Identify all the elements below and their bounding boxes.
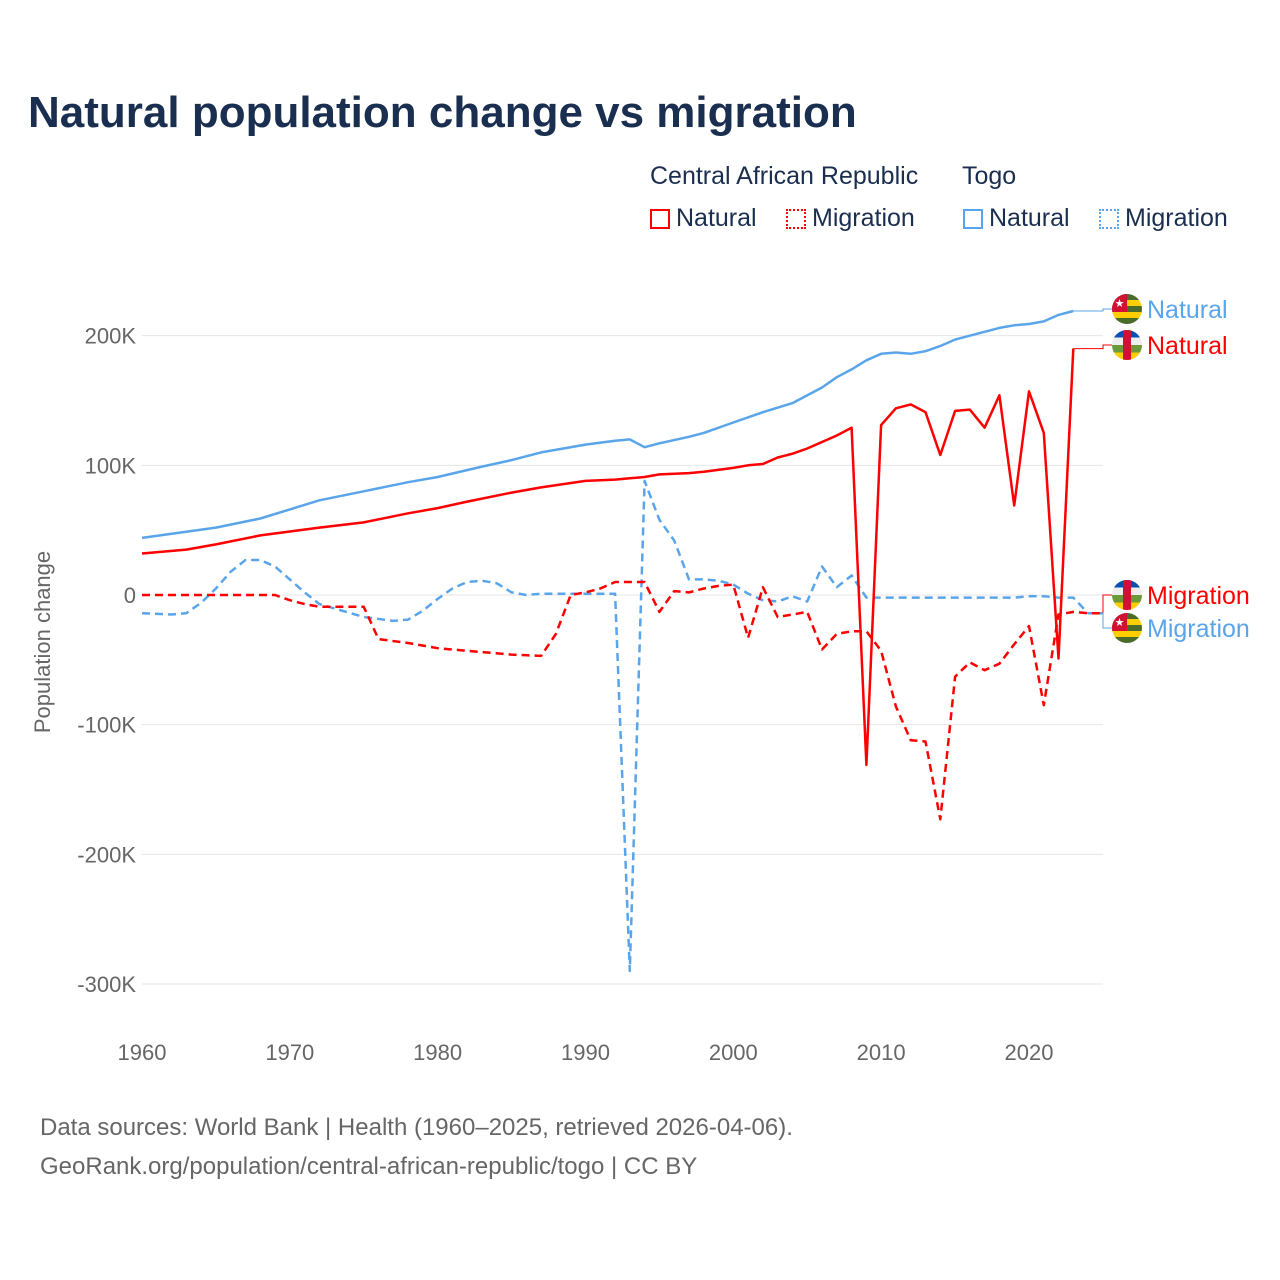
series-line-togo-migration <box>141 479 1103 973</box>
x-tick-label: 1990 <box>561 1040 610 1065</box>
end-label: Migration <box>1147 615 1250 643</box>
solid-swatch-icon <box>963 208 983 229</box>
label-connector <box>1073 308 1112 312</box>
x-tick-label: 2010 <box>857 1040 906 1065</box>
legend-togo-migration[interactable]: Migration <box>1099 204 1228 233</box>
car-flag-icon <box>1112 580 1142 610</box>
label-connector <box>1073 344 1112 350</box>
footer: Data sources: World Bank | Health (1960–… <box>40 1108 793 1186</box>
flag-body <box>1112 330 1142 360</box>
flag-body <box>1112 580 1142 610</box>
legend-car-migration[interactable]: Migration <box>786 204 915 233</box>
legend-label: Migration <box>1125 204 1228 232</box>
star-icon: ★ <box>1115 617 1125 629</box>
togo-flag-icon: ★ <box>1112 613 1142 643</box>
x-tick-label: 1960 <box>118 1040 167 1065</box>
solid-swatch-icon <box>650 208 670 229</box>
flag-body: ★ <box>1112 294 1142 324</box>
x-tick-label: 1980 <box>413 1040 462 1065</box>
x-tick-label: 2000 <box>709 1040 758 1065</box>
y-tick-label: 200K <box>85 324 137 349</box>
dotted-swatch-icon <box>1099 208 1119 229</box>
series-line-car-natural <box>141 348 1075 767</box>
flag-band <box>1123 330 1131 360</box>
end-label: Natural <box>1147 332 1228 360</box>
x-tick-label: 2020 <box>1005 1040 1054 1065</box>
y-tick-label: -100K <box>77 713 136 738</box>
legend-group-car: Central African Republic <box>650 162 919 190</box>
attribution-text: GeoRank.org/population/central-african-r… <box>40 1153 698 1180</box>
y-tick-label: 0 <box>124 583 136 608</box>
y-tick-label: 100K <box>85 453 137 478</box>
source-text: Data sources: World Bank | Health (1960–… <box>40 1114 793 1141</box>
legend-group-togo: Togo <box>962 162 1017 190</box>
x-tick-label: 1970 <box>265 1040 314 1065</box>
dotted-swatch-icon <box>786 208 806 229</box>
flag-stripe <box>1112 318 1142 324</box>
chart-title: Natural population change vs migration <box>28 88 857 137</box>
end-label: Natural <box>1147 296 1228 324</box>
flag-body: ★ <box>1112 613 1142 643</box>
flag-stripe <box>1112 631 1142 637</box>
label-connector <box>1102 594 1112 614</box>
y-tick-label: -300K <box>77 972 136 997</box>
legend-label: Natural <box>676 204 757 232</box>
series-line-car-migration <box>142 580 1103 821</box>
y-axis-label: Population change <box>30 551 55 733</box>
flag-stripe <box>1112 312 1142 318</box>
end-label: Migration <box>1147 582 1250 610</box>
legend-label: Natural <box>989 204 1070 232</box>
car-flag-icon <box>1112 330 1142 360</box>
star-icon: ★ <box>1115 298 1125 310</box>
label-connector <box>1102 612 1112 629</box>
series-line-togo-natural <box>141 309 1074 540</box>
flag-band <box>1123 580 1131 610</box>
legend-label: Migration <box>812 204 915 232</box>
flag-stripe <box>1112 637 1142 643</box>
legend-car-natural[interactable]: Natural <box>650 204 757 233</box>
y-tick-label: -200K <box>77 842 136 867</box>
togo-flag-icon: ★ <box>1112 294 1142 324</box>
legend-togo-natural[interactable]: Natural <box>963 204 1070 233</box>
